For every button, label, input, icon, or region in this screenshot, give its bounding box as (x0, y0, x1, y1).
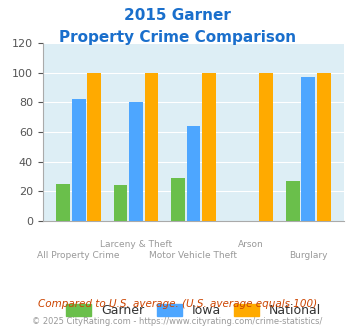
Bar (317, 73, 331, 221)
Bar (187, 126, 200, 221)
Bar (129, 102, 143, 221)
Text: Larceny & Theft: Larceny & Theft (100, 240, 172, 249)
Bar (301, 77, 315, 221)
Text: © 2025 CityRating.com - https://www.cityrating.com/crime-statistics/: © 2025 CityRating.com - https://www.city… (32, 317, 323, 326)
Bar (56, 184, 70, 221)
Bar (260, 73, 273, 221)
Text: Motor Vehicle Theft: Motor Vehicle Theft (149, 251, 237, 260)
Bar (87, 73, 101, 221)
Text: 2015 Garner: 2015 Garner (124, 8, 231, 23)
Bar (145, 73, 158, 221)
Bar (72, 99, 86, 221)
Text: All Property Crime: All Property Crime (37, 251, 120, 260)
Bar (114, 185, 127, 221)
Text: Property Crime Comparison: Property Crime Comparison (59, 30, 296, 45)
Text: Arson: Arson (238, 240, 264, 249)
Bar (171, 178, 185, 221)
Legend: Garner, Iowa, National: Garner, Iowa, National (61, 299, 326, 322)
Bar (286, 181, 300, 221)
Text: Burglary: Burglary (289, 251, 328, 260)
Text: Compared to U.S. average. (U.S. average equals 100): Compared to U.S. average. (U.S. average … (38, 299, 317, 309)
Bar (202, 73, 216, 221)
